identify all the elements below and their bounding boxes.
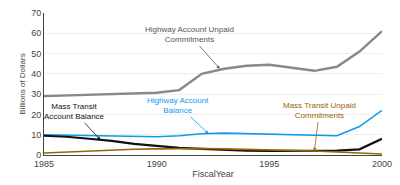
svg-text:0: 0 <box>36 150 41 160</box>
svg-text:30: 30 <box>31 89 41 99</box>
svg-text:Highway AccountBalance: Highway AccountBalance <box>147 96 209 115</box>
svg-text:FiscalYear: FiscalYear <box>192 169 234 179</box>
svg-text:60: 60 <box>31 28 41 38</box>
svg-text:10: 10 <box>31 130 41 140</box>
svg-text:50: 50 <box>31 49 41 59</box>
svg-text:Billions of Dollars: Billions of Dollars <box>18 53 27 114</box>
svg-text:2000: 2000 <box>372 159 392 169</box>
svg-text:1985: 1985 <box>34 159 54 169</box>
svg-text:40: 40 <box>31 69 41 79</box>
svg-text:20: 20 <box>31 110 41 120</box>
svg-text:1995: 1995 <box>259 159 279 169</box>
svg-text:Highway Account UnpaidCommitme: Highway Account UnpaidCommitments <box>145 25 234 44</box>
svg-text:Mass TransitAccount Balance: Mass TransitAccount Balance <box>44 102 105 121</box>
svg-text:Mass Transit UnpaidCommitments: Mass Transit UnpaidCommitments <box>283 101 356 120</box>
svg-text:1990: 1990 <box>147 159 167 169</box>
svg-text:70: 70 <box>31 8 41 18</box>
